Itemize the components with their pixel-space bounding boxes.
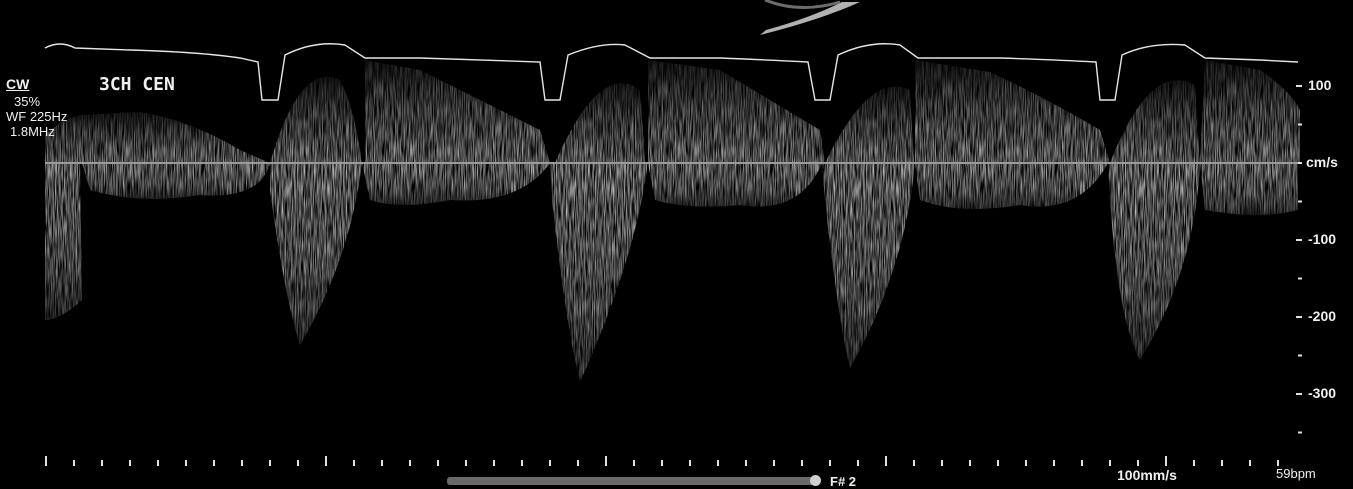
cine-progress-knob[interactable]: [810, 475, 821, 486]
scale-tick-label: 100: [1308, 77, 1332, 93]
wall-filter-value: WF 225Hz: [6, 109, 68, 124]
frequency-value: 1.8MHz: [10, 124, 55, 139]
negative-flow: [45, 163, 1298, 382]
ecg-trace: [44, 43, 1299, 101]
view-label: 3CH CEN: [99, 74, 175, 95]
mode-label: CW: [6, 76, 30, 92]
scale-tick-label: -200: [1308, 308, 1337, 324]
scale-tick-label: -300: [1308, 385, 1337, 401]
frame-number: F# 2: [830, 474, 857, 489]
velocity-unit: cm/s: [1306, 154, 1338, 170]
heart-rate: 59bpm: [1276, 466, 1316, 481]
probe-image-fragment: [760, 0, 860, 35]
cine-progress-bar[interactable]: [447, 477, 819, 485]
gain-value: 35%: [14, 94, 41, 109]
time-axis-ticks: [45, 456, 1279, 466]
sweep-speed: 100mm/s: [1117, 467, 1177, 483]
velocity-scale: [1296, 85, 1302, 434]
positive-flow: [45, 60, 1300, 163]
scale-tick-label: -100: [1308, 231, 1337, 247]
